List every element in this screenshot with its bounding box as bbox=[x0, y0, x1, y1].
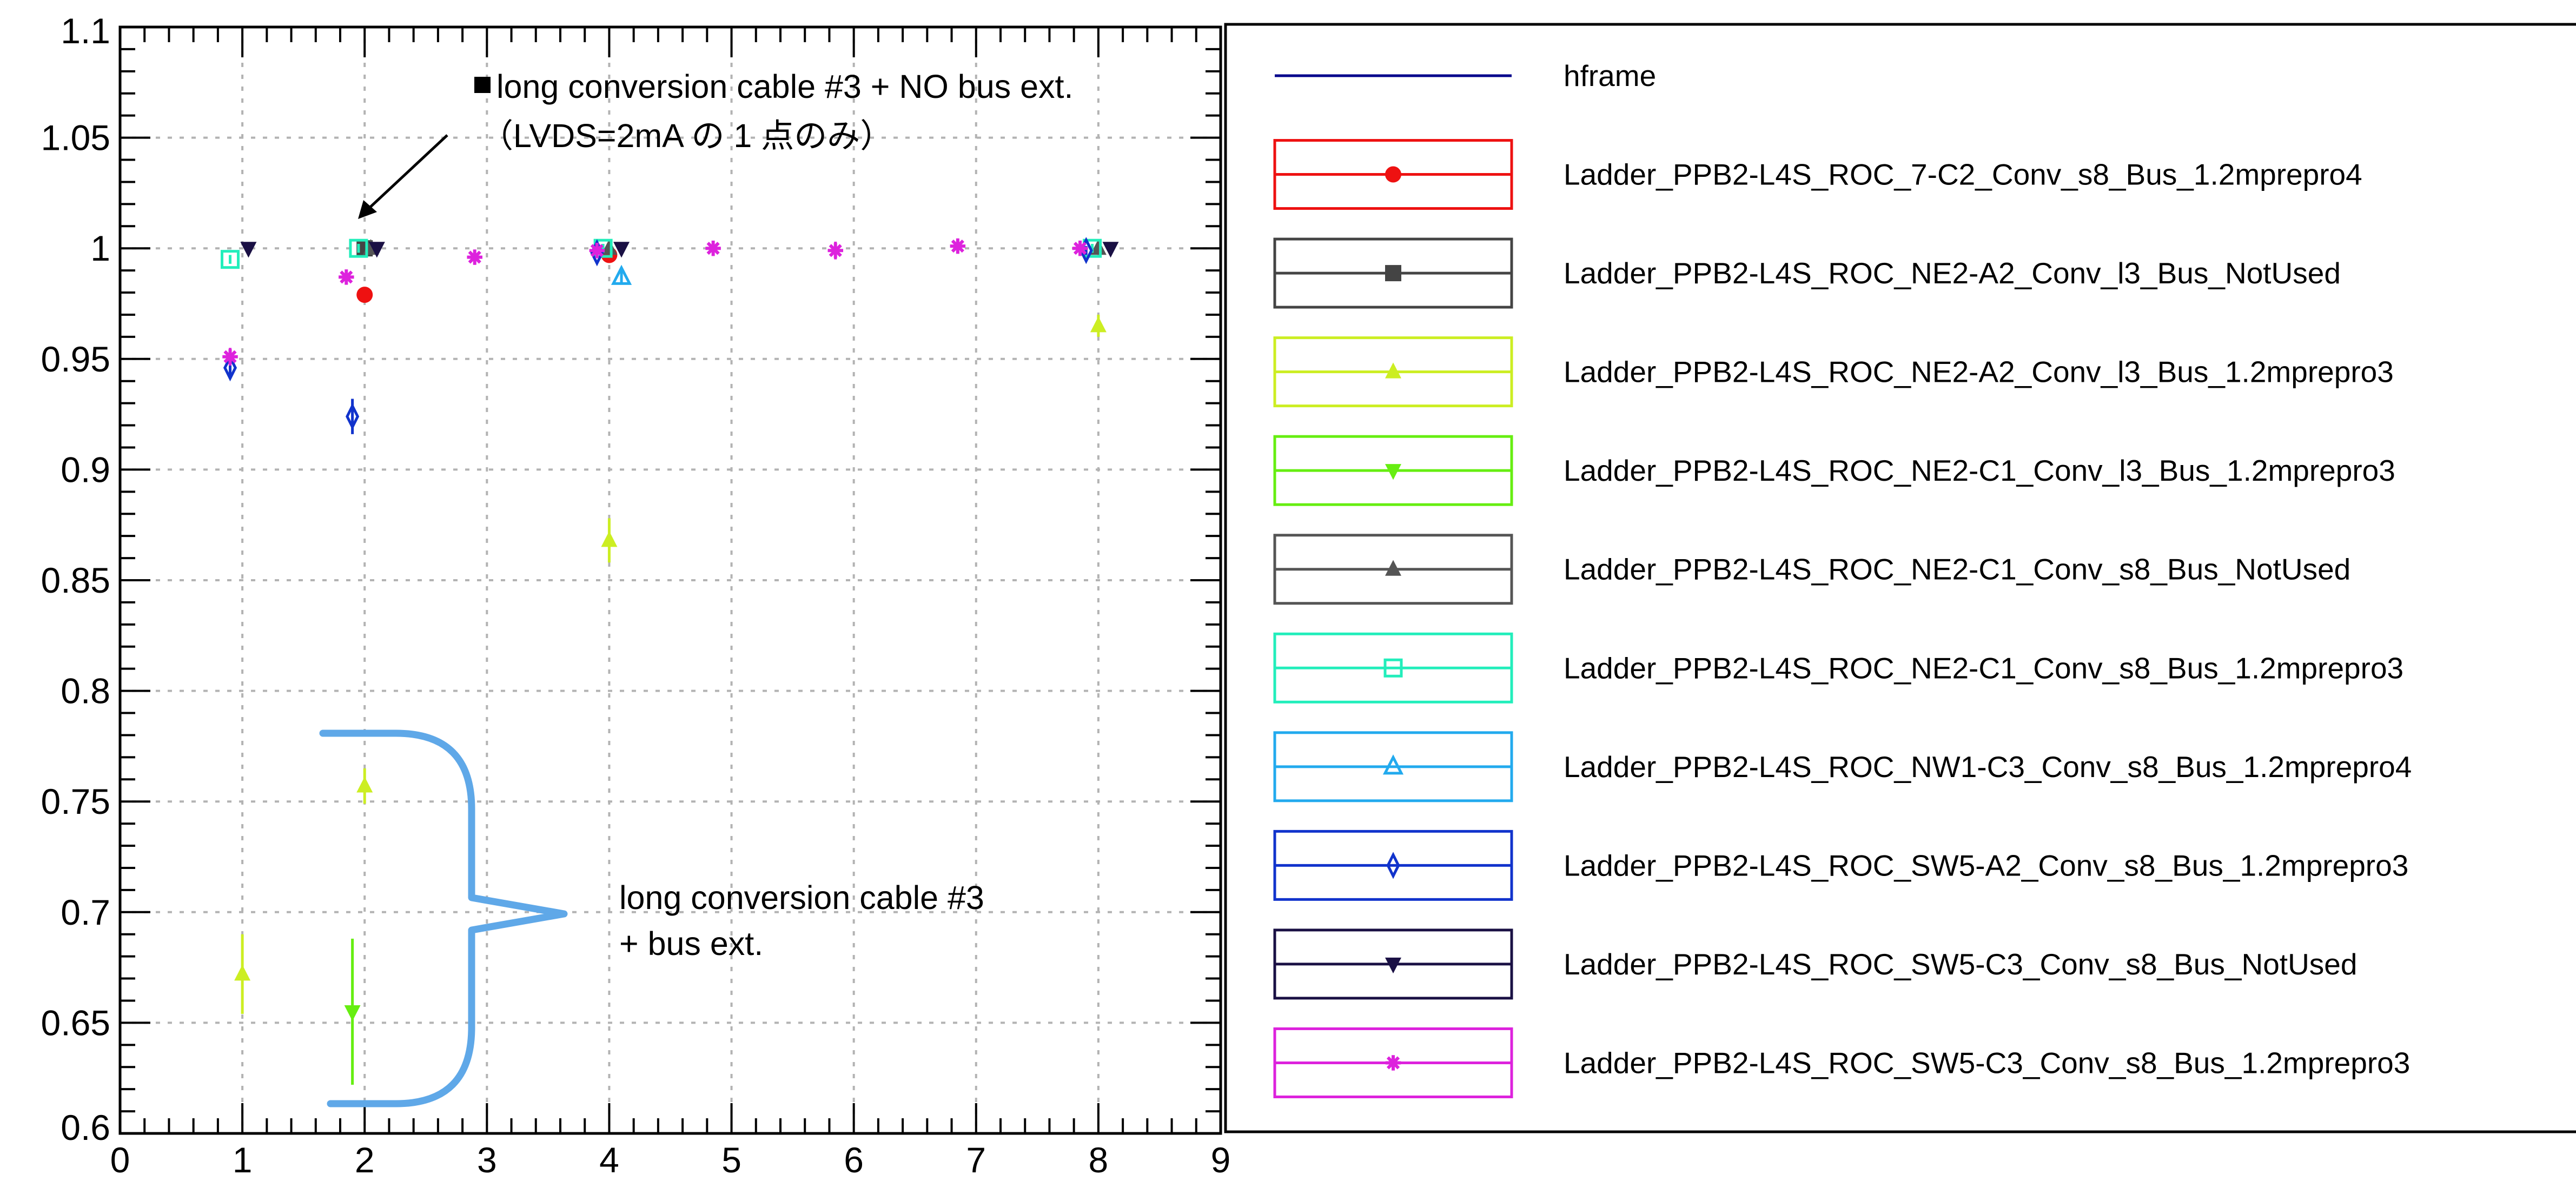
legend-marker bbox=[1382, 754, 1404, 775]
legend-entry: Ladder_PPB2-L4S_ROC_NW1-C3_Conv_s8_Bus_1… bbox=[1273, 731, 2412, 802]
data-point bbox=[344, 1005, 361, 1021]
legend-marker bbox=[1385, 265, 1401, 282]
annotation-bracket-line1: long conversion cable #3 bbox=[619, 879, 984, 916]
y-tick-label: 0.95 bbox=[41, 339, 110, 379]
series-9 bbox=[240, 242, 1119, 258]
annotation-top-line2: （LVDS=2mA の 1 点のみ） bbox=[480, 117, 893, 154]
series-7 bbox=[611, 264, 632, 285]
data-point bbox=[368, 242, 385, 258]
legend-entry: Ladder_PPB2-L4S_ROC_SW5-A2_Conv_s8_Bus_1… bbox=[1273, 830, 2408, 901]
legend-marker bbox=[1385, 560, 1401, 576]
y-tick-label: 0.85 bbox=[41, 560, 110, 600]
x-tick-label: 7 bbox=[966, 1140, 986, 1180]
annotation-arrow-head bbox=[358, 200, 377, 219]
legend: hframe Ladder_PPB2-L4S_ROC_7-C2_Conv_s8_B… bbox=[1224, 23, 2576, 1133]
data-point bbox=[601, 238, 618, 255]
annotations: long conversion cable #3 + NO bus ext. （L… bbox=[319, 68, 1073, 1107]
data-point bbox=[356, 287, 373, 303]
annotation-top-line1: long conversion cable #3 + NO bus ext. bbox=[496, 68, 1073, 105]
bracket-annotation bbox=[319, 729, 568, 1107]
x-tick-label: 2 bbox=[355, 1140, 375, 1180]
axes: 0 1 2 3 4 5 6 7 8 9 0.6 0.65 0.7 0.75 0.8 0.85 0.9 0.95 1 1… bbox=[41, 11, 1231, 1180]
legend-marker bbox=[1383, 658, 1403, 678]
y-tick-label: 0.9 bbox=[61, 449, 110, 489]
series-4 bbox=[344, 938, 361, 1085]
annotation-arrow-line bbox=[365, 134, 448, 212]
data-point bbox=[613, 242, 630, 258]
x-tick-label: 3 bbox=[477, 1140, 497, 1180]
legend-entry: Ladder_PPB2-L4S_ROC_NE2-A2_Conv_l3_Bus_N… bbox=[1273, 237, 2341, 309]
data-point bbox=[1102, 242, 1119, 258]
y-tick-label: 1 bbox=[90, 228, 110, 268]
data-point bbox=[1090, 316, 1107, 333]
x-tick-label: 1 bbox=[233, 1140, 253, 1180]
x-tick-label: 4 bbox=[599, 1140, 619, 1180]
y-tick-label: 0.8 bbox=[61, 671, 110, 711]
x-tick-label: 9 bbox=[1211, 1140, 1231, 1180]
legend-label: Ladder_PPB2-L4S_ROC_SW5-C3_Conv_s8_Bus_N… bbox=[1564, 947, 2357, 981]
data-markers bbox=[221, 237, 1119, 1085]
y-tick-label: 1.05 bbox=[41, 118, 110, 158]
legend-entry: Ladder_PPB2-L4S_ROC_SW5-C3_Conv_s8_Bus_1… bbox=[1273, 1027, 2410, 1098]
legend-entry: Ladder_PPB2-L4S_ROC_NE2-C1_Conv_s8_Bus_1… bbox=[1273, 632, 2403, 704]
legend-label: Ladder_PPB2-L4S_ROC_7-C2_Conv_s8_Bus_1.2… bbox=[1564, 158, 2362, 191]
legend-label: Ladder_PPB2-L4S_ROC_NE2-C1_Conv_s8_Bus_1… bbox=[1564, 651, 2403, 685]
data-point bbox=[349, 238, 368, 258]
series-3 bbox=[234, 314, 1107, 1014]
legend-entry: hframe bbox=[1275, 59, 1656, 92]
legend-label: Ladder_PPB2-L4S_ROC_NE2-C1_Conv_l3_Bus_1… bbox=[1564, 454, 2395, 487]
legend-marker bbox=[1385, 957, 1401, 974]
y-tick-label: 0.7 bbox=[61, 892, 110, 932]
legend-marker bbox=[1385, 464, 1401, 480]
legend-label: Ladder_PPB2-L4S_ROC_NE2-C1_Conv_s8_Bus_N… bbox=[1564, 553, 2350, 586]
legend-entry: Ladder_PPB2-L4S_ROC_SW5-C3_Conv_s8_Bus_N… bbox=[1273, 928, 2357, 1000]
y-tick-label: 0.6 bbox=[61, 1107, 110, 1147]
data-point bbox=[223, 354, 237, 382]
data-point bbox=[234, 965, 251, 981]
legend-label: hframe bbox=[1564, 59, 1656, 92]
legend-entry: Ladder_PPB2-L4S_ROC_7-C2_Conv_s8_Bus_1.2… bbox=[1273, 139, 2362, 210]
data-point bbox=[221, 250, 240, 269]
legend-entry: Ladder_PPB2-L4S_ROC_NE2-C1_Conv_l3_Bus_1… bbox=[1273, 435, 2395, 506]
legend-marker bbox=[1385, 362, 1401, 379]
data-point bbox=[240, 242, 257, 258]
legend-entry: Ladder_PPB2-L4S_ROC_NE2-C1_Conv_s8_Bus_N… bbox=[1273, 534, 2350, 605]
data-point bbox=[1090, 238, 1107, 255]
data-point bbox=[346, 403, 360, 430]
legend-label: Ladder_PPB2-L4S_ROC_SW5-A2_Conv_s8_Bus_1… bbox=[1564, 848, 2408, 882]
x-tick-label: 5 bbox=[721, 1140, 741, 1180]
data-point bbox=[611, 264, 632, 285]
x-tick-label: 6 bbox=[844, 1140, 864, 1180]
legend-label: Ladder_PPB2-L4S_ROC_NW1-C3_Conv_s8_Bus_1… bbox=[1564, 750, 2412, 784]
legend-label: Ladder_PPB2-L4S_ROC_NE2-A2_Conv_l3_Bus_1… bbox=[1564, 355, 2394, 389]
grid bbox=[120, 27, 1221, 1133]
x-tick-label: 0 bbox=[110, 1140, 130, 1180]
data-point bbox=[356, 777, 373, 793]
y-tick-label: 1.1 bbox=[61, 11, 110, 51]
legend-marker bbox=[1386, 852, 1400, 879]
annotation-square-marker bbox=[474, 77, 491, 93]
x-tick-label: 8 bbox=[1089, 1140, 1109, 1180]
y-tick-label: 0.75 bbox=[41, 781, 110, 821]
legend-marker bbox=[1385, 166, 1401, 183]
data-point bbox=[601, 531, 618, 547]
y-tick-label: 0.65 bbox=[41, 1003, 110, 1043]
series-10 bbox=[222, 238, 1088, 366]
legend-entry: Ladder_PPB2-L4S_ROC_NE2-A2_Conv_l3_Bus_1… bbox=[1273, 336, 2394, 408]
legend-label: Ladder_PPB2-L4S_ROC_SW5-C3_Conv_s8_Bus_1… bbox=[1564, 1046, 2410, 1079]
annotation-bracket-line2: + bus ext. bbox=[619, 925, 763, 962]
legend-label: Ladder_PPB2-L4S_ROC_NE2-A2_Conv_l3_Bus_N… bbox=[1564, 256, 2341, 290]
